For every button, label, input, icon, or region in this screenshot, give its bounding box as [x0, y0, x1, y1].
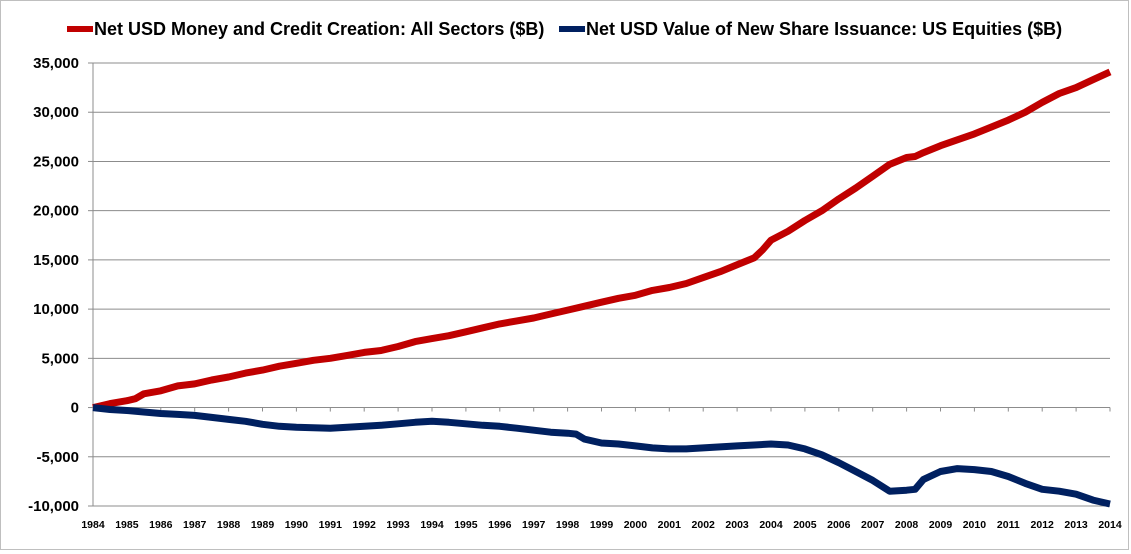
- y-tick-label: 15,000: [33, 252, 79, 269]
- x-tick-label: 2011: [997, 519, 1020, 531]
- x-tick-label: 1994: [420, 519, 444, 531]
- x-tick-label: 1987: [183, 519, 207, 531]
- x-tick-label: 1988: [217, 519, 241, 531]
- legend-label-1: Net USD Money and Credit Creation: All S…: [94, 19, 544, 39]
- y-tick-label: 5,000: [41, 350, 79, 367]
- legend: Net USD Money and Credit Creation: All S…: [67, 19, 1062, 39]
- legend-label-2: Net USD Value of New Share Issuance: US …: [586, 19, 1062, 39]
- x-tick-label: 1986: [149, 519, 173, 531]
- y-tick-label: 30,000: [33, 104, 79, 121]
- series-line-1: [92, 68, 1112, 412]
- series-line-2: [92, 404, 1111, 508]
- x-tick-label: 2014: [1098, 519, 1122, 531]
- x-tick-label: 2001: [658, 519, 682, 531]
- x-tick-label: 2009: [929, 519, 953, 531]
- y-tick-label: -10,000: [28, 498, 79, 515]
- x-tick-label: 1998: [556, 519, 580, 531]
- y-tick-label: -5,000: [36, 449, 79, 466]
- x-tick-label: 1993: [386, 519, 410, 531]
- series-lines: [92, 68, 1112, 508]
- x-tick-label: 2003: [725, 519, 749, 531]
- x-axis-ticks: 1984 1985 1986 1987 1988 1989 1990 1991 1992 1993…: [81, 407, 1122, 531]
- x-tick-label: 1999: [590, 519, 614, 531]
- y-axis-ticks: 35,000 30,000 25,000 20,000 15,000 10,000 5,00…: [28, 55, 93, 515]
- gridlines: [93, 62, 1110, 507]
- x-tick-label: 2010: [963, 519, 987, 531]
- x-tick-label: 1997: [522, 519, 546, 531]
- y-tick-label: 25,000: [33, 153, 79, 170]
- x-tick-label: 2012: [1031, 519, 1055, 531]
- y-tick-label: 35,000: [33, 55, 79, 72]
- y-tick-label: 20,000: [33, 203, 79, 220]
- x-tick-label: 1996: [488, 519, 512, 531]
- x-tick-label: 2004: [759, 519, 783, 531]
- x-tick-label: 2007: [861, 519, 885, 531]
- x-tick-label: 1991: [319, 519, 343, 531]
- x-tick-label: 2005: [793, 519, 817, 531]
- x-tick-label: 2006: [827, 519, 851, 531]
- x-tick-label: 1984: [81, 519, 105, 531]
- x-tick-label: 1992: [353, 519, 377, 531]
- x-tick-label: 2008: [895, 519, 919, 531]
- x-tick-label: 1989: [251, 519, 275, 531]
- x-tick-label: 2013: [1064, 519, 1088, 531]
- x-tick-label: 1990: [285, 519, 309, 531]
- x-tick-label: 2000: [624, 519, 648, 531]
- x-tick-label: 1985: [115, 519, 139, 531]
- y-tick-label: 0: [71, 400, 79, 417]
- x-tick-label: 1995: [454, 519, 478, 531]
- y-tick-label: 10,000: [33, 301, 79, 318]
- x-tick-label: 2002: [692, 519, 716, 531]
